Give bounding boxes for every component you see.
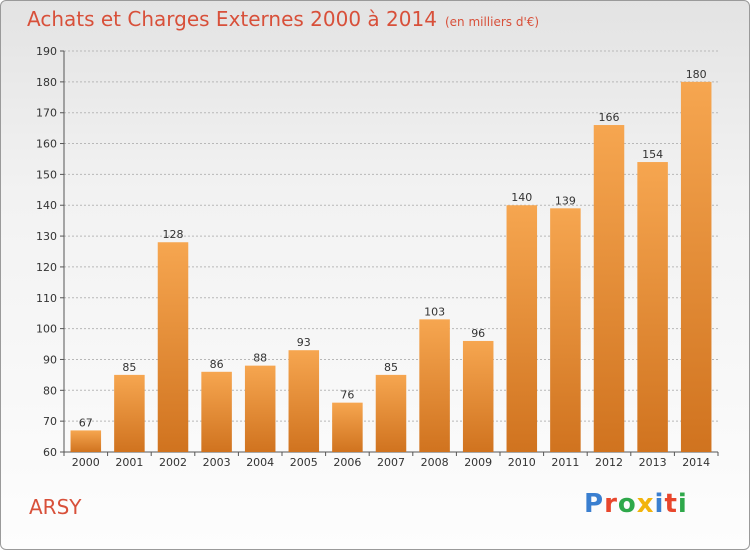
x-tick-label: 2001 bbox=[115, 456, 143, 469]
bar-2003 bbox=[201, 371, 232, 452]
x-tick-label: 2006 bbox=[333, 456, 361, 469]
y-tick-label: 110 bbox=[36, 292, 57, 305]
data-label: 76 bbox=[340, 389, 354, 402]
logo-letter: P bbox=[584, 489, 605, 519]
bar-2013 bbox=[637, 162, 668, 453]
data-label: 154 bbox=[642, 148, 663, 161]
bar-2007 bbox=[375, 374, 407, 452]
bar-2002 bbox=[157, 242, 189, 452]
x-tick-label: 2005 bbox=[290, 456, 318, 469]
chart-title: Achats et Charges Externes 2000 à 2014 (e… bbox=[27, 7, 539, 31]
x-tick-label: 2007 bbox=[377, 456, 405, 469]
logo-letter: t bbox=[664, 489, 678, 519]
data-label: 128 bbox=[163, 228, 184, 241]
data-label: 180 bbox=[686, 68, 707, 81]
logo-letter: r bbox=[604, 489, 618, 519]
bar-2011 bbox=[550, 208, 581, 452]
data-labels: 67 85 128 86 88 93 76 85 103 96 140 139 166 154 180 bbox=[79, 68, 707, 430]
x-tick-label: 2010 bbox=[508, 456, 536, 469]
bar-2010 bbox=[506, 205, 538, 452]
logo-letter: i bbox=[654, 489, 665, 519]
bar-2004 bbox=[244, 365, 276, 452]
x-tick-label: 2011 bbox=[551, 456, 579, 469]
data-label: 86 bbox=[210, 358, 224, 371]
x-tick-label: 2014 bbox=[682, 456, 710, 469]
y-tick-label: 60 bbox=[43, 446, 57, 459]
chart-title-text: Achats et Charges Externes 2000 à 2014 bbox=[27, 7, 437, 31]
bar-2014 bbox=[680, 81, 712, 452]
logo-letter: i bbox=[677, 489, 688, 519]
y-tick-label: 160 bbox=[36, 138, 57, 151]
y-tick-label: 180 bbox=[36, 76, 57, 89]
bars bbox=[70, 81, 712, 453]
data-label: 140 bbox=[511, 191, 532, 204]
logo-letter: x bbox=[636, 489, 655, 519]
bar-2001 bbox=[114, 374, 145, 452]
data-label: 67 bbox=[79, 416, 93, 429]
y-tick-label: 190 bbox=[36, 45, 57, 58]
y-tick-label: 170 bbox=[36, 107, 57, 120]
data-label: 88 bbox=[253, 352, 267, 365]
bar-2000 bbox=[70, 430, 102, 452]
y-tick-label: 130 bbox=[36, 230, 57, 243]
axes: 60 70 80 90 100 110 120 130 140 150 160 170 180 190 20… bbox=[36, 45, 719, 469]
data-label: 166 bbox=[599, 111, 620, 124]
y-tick-label: 150 bbox=[36, 168, 57, 181]
data-label: 103 bbox=[424, 305, 445, 318]
bar-2005 bbox=[288, 350, 320, 452]
y-tick-label: 120 bbox=[36, 261, 57, 274]
x-tick-label: 2008 bbox=[421, 456, 449, 469]
chart-subtitle: (en milliers d'€) bbox=[444, 15, 540, 29]
x-tick-label: 2009 bbox=[464, 456, 492, 469]
bar-2012 bbox=[593, 125, 625, 453]
data-label: 96 bbox=[471, 327, 485, 340]
data-label: 85 bbox=[122, 361, 136, 374]
bar-2006 bbox=[332, 402, 363, 452]
y-tick-label: 70 bbox=[43, 415, 57, 428]
y-tick-label: 90 bbox=[43, 353, 57, 366]
data-label: 85 bbox=[384, 361, 398, 374]
x-tick-label: 2000 bbox=[72, 456, 100, 469]
bar-2008 bbox=[419, 319, 450, 452]
y-tick-label: 140 bbox=[36, 199, 57, 212]
proxiti-logo: Proxiti bbox=[584, 489, 688, 519]
bar-2009 bbox=[462, 340, 494, 452]
commune-name: ARSY bbox=[29, 495, 82, 519]
x-tick-label: 2002 bbox=[159, 456, 187, 469]
x-tick-label: 2012 bbox=[595, 456, 623, 469]
x-tick-label: 2013 bbox=[639, 456, 667, 469]
data-label: 93 bbox=[297, 336, 311, 349]
y-tick-label: 100 bbox=[36, 323, 57, 336]
x-tick-label: 2003 bbox=[203, 456, 231, 469]
y-tick-label: 80 bbox=[43, 384, 57, 397]
logo-letter: o bbox=[617, 489, 637, 519]
data-label: 139 bbox=[555, 194, 576, 207]
x-tick-label: 2004 bbox=[246, 456, 274, 469]
